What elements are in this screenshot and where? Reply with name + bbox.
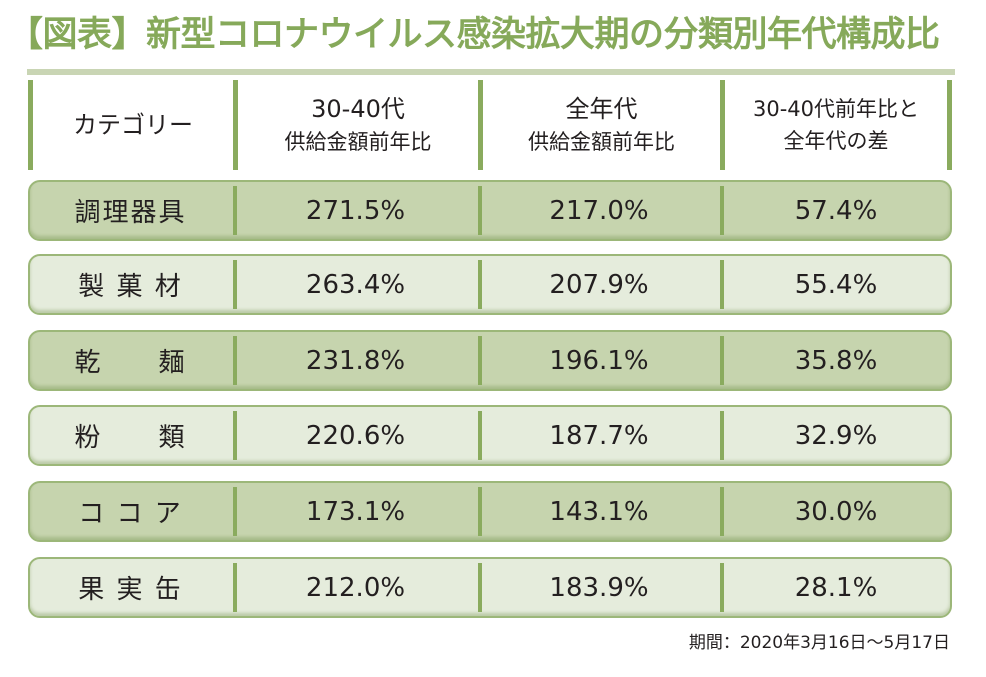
- category-cell: 粉 類: [74, 423, 187, 453]
- column-separator: [478, 336, 482, 385]
- value-cell: 143.1%: [549, 496, 649, 527]
- column-separator: [233, 411, 237, 460]
- header-sublabel: 供給金額前年比: [528, 130, 675, 154]
- column-separator: [720, 186, 724, 235]
- column-separator: [720, 487, 724, 536]
- value-cell: 207.9%: [549, 269, 649, 300]
- header-label: カテゴリー: [73, 111, 193, 139]
- header-category: カテゴリー: [28, 80, 233, 170]
- column-separator: [478, 186, 482, 235]
- table-row: コ コ ア 173.1% 143.1% 30.0%: [28, 481, 952, 542]
- column-separator: [478, 563, 482, 612]
- category-cell: コ コ ア: [78, 499, 183, 529]
- value-cell: 28.1%: [794, 572, 878, 603]
- header-label: 30-40代: [311, 95, 405, 123]
- table-header: カテゴリー 30-40代 供給金額前年比 全年代 供給金額前年比 30-40代前…: [28, 80, 952, 170]
- title-divider: [27, 69, 955, 75]
- column-separator: [478, 487, 482, 536]
- value-cell: 217.0%: [549, 195, 649, 226]
- value-cell: 271.5%: [305, 195, 406, 226]
- value-cell: 173.1%: [305, 496, 406, 527]
- column-separator: [720, 260, 724, 309]
- column-separator: [233, 186, 237, 235]
- category-cell: 調理器具: [74, 198, 187, 228]
- column-separator: [233, 336, 237, 385]
- header-all-ages: 全年代 供給金額前年比: [478, 80, 720, 170]
- value-cell: 196.1%: [549, 345, 649, 376]
- value-cell: 220.6%: [305, 420, 406, 451]
- value-cell: 231.8%: [305, 345, 406, 376]
- header-diff: 30-40代前年比と 全年代の差: [720, 80, 952, 170]
- value-cell: 183.9%: [549, 572, 649, 603]
- header-sublabel: 供給金額前年比: [284, 130, 432, 154]
- header-sublabel: 全年代の差: [783, 129, 889, 153]
- value-cell: 30.0%: [794, 496, 878, 527]
- value-cell: 187.7%: [549, 420, 649, 451]
- header-age-30-40: 30-40代 供給金額前年比: [233, 80, 478, 170]
- table-row: 乾 麺 231.8% 196.1% 35.8%: [28, 330, 952, 391]
- value-cell: 35.8%: [794, 345, 878, 376]
- header-label: 30-40代前年比と: [752, 97, 920, 121]
- column-separator: [478, 411, 482, 460]
- value-cell: 263.4%: [305, 269, 406, 300]
- category-cell: 製 菓 材: [78, 272, 183, 302]
- column-separator: [233, 487, 237, 536]
- page-title: 【図表】新型コロナウイルス感染拡大期の分類別年代構成比: [8, 15, 940, 55]
- column-separator: [720, 563, 724, 612]
- value-cell: 212.0%: [305, 572, 406, 603]
- category-cell: 乾 麺: [74, 348, 187, 378]
- column-separator: [478, 260, 482, 309]
- column-separator: [233, 563, 237, 612]
- value-cell: 32.9%: [794, 420, 878, 451]
- table-row: 調理器具 271.5% 217.0% 57.4%: [28, 180, 952, 241]
- value-cell: 55.4%: [794, 269, 878, 300]
- category-cell: 果 実 缶: [78, 575, 183, 605]
- table-row: 粉 類 220.6% 187.7% 32.9%: [28, 405, 952, 466]
- period-footnote: 期間：2020年3月16日～5月17日: [688, 633, 950, 653]
- table-row: 果 実 缶 212.0% 183.9% 28.1%: [28, 557, 952, 618]
- column-separator: [720, 336, 724, 385]
- table-row: 製 菓 材 263.4% 207.9% 55.4%: [28, 254, 952, 315]
- header-label: 全年代: [565, 95, 638, 123]
- column-separator: [233, 260, 237, 309]
- column-separator: [720, 411, 724, 460]
- value-cell: 57.4%: [794, 195, 878, 226]
